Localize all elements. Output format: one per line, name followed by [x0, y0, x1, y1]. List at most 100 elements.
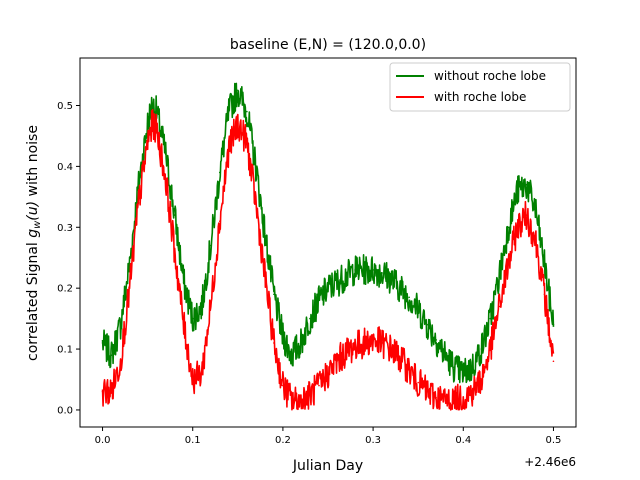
series-2-point-50: [543, 293, 546, 296]
series-1-point-32: [381, 272, 383, 274]
y-tick-label: 0.3: [57, 223, 73, 234]
x-axis-offset-label: +2.46e6: [524, 455, 576, 469]
plot-frame: [79, 57, 577, 428]
series-1-point-13: [209, 244, 212, 247]
series-line-noisy: [101, 82, 555, 384]
y-axis-title-suffix: with noise: [25, 125, 41, 201]
series-1-point-42: [471, 366, 474, 369]
y-axis-title: correlated Signal gw(u) with noise: [25, 125, 43, 361]
series-2-point-16: [237, 122, 239, 125]
series-1-point-9: [173, 214, 176, 216]
series-2-point-2: [119, 360, 122, 363]
series-2-point-0: [101, 390, 104, 393]
series-1-point-20: [273, 293, 275, 296]
series-1-point-14: [218, 171, 221, 174]
series-1-point-41: [462, 372, 465, 375]
series-2-point-18: [255, 202, 257, 204]
series-1-point-10: [182, 281, 185, 283]
series-1-point-36: [417, 308, 419, 311]
series-2-point-33: [390, 348, 392, 350]
series-1-point-50: [543, 263, 546, 265]
y-axis-title-math-g: g: [25, 229, 41, 238]
series-2-point-17: [246, 141, 248, 143]
series-1-point-25: [318, 299, 320, 302]
y-tick-label: 0.4: [57, 162, 73, 173]
series-2-point-14: [218, 220, 221, 222]
series-1-point-47: [516, 189, 519, 192]
series-2-point-41: [462, 396, 465, 399]
series-2-point-25: [318, 384, 320, 387]
series-1-point-40: [453, 366, 456, 369]
series-2-point-13: [209, 305, 212, 308]
series-1-point-48: [525, 183, 528, 186]
y-tick-label: 0.2: [57, 284, 73, 295]
series-2-point-21: [282, 384, 284, 387]
series-1-point-35: [408, 296, 410, 299]
series-2: [101, 108, 555, 411]
series-2-point-12: [200, 372, 203, 375]
y-tick-label: 0.0: [57, 405, 73, 416]
series-2-point-36: [417, 381, 419, 384]
series-1-point-31: [372, 269, 374, 271]
series-2-point-7: [155, 129, 158, 131]
x-tick-label: 0.3: [365, 435, 381, 446]
series-2-point-26: [327, 372, 329, 375]
series-2-point-3: [128, 287, 131, 289]
series-2-point-51: [552, 360, 555, 363]
x-tick-label: 0.1: [185, 435, 201, 446]
series-2-point-42: [471, 390, 474, 393]
series-1-point-17: [246, 110, 248, 113]
series-1-point-1: [110, 354, 113, 356]
legend-label: with roche lobe: [434, 90, 526, 104]
series-1-point-43: [480, 348, 483, 350]
series-1-point-33: [390, 278, 392, 280]
series-1-point-2: [119, 323, 122, 326]
x-tick-label: 0.4: [455, 435, 471, 446]
x-axis-title: Julian Day: [292, 458, 363, 474]
series-2-point-5: [146, 141, 149, 143]
series-2-point-37: [426, 390, 429, 393]
series-2-point-19: [264, 275, 266, 277]
series-2-point-46: [507, 263, 510, 265]
series-1-point-11: [191, 317, 194, 320]
x-tick-label: 0.2: [275, 435, 291, 446]
x-axis: 0.0 0.1 0.2 0.3 0.4 0.5: [95, 427, 562, 446]
series-2-point-1: [110, 390, 113, 393]
series-1-point-21: [282, 336, 284, 338]
series-1-point-8: [164, 153, 167, 156]
legend: without roche lobe with roche lobe: [389, 62, 571, 112]
series-2-point-22: [291, 400, 293, 402]
series-1: [101, 82, 555, 384]
series-2-point-6: [151, 122, 153, 125]
series-2-point-38: [435, 396, 438, 399]
series-2-point-30: [363, 342, 365, 344]
series-2-point-8: [164, 177, 167, 180]
series-2-point-34: [399, 357, 401, 359]
series-1-point-24: [309, 317, 311, 320]
series-1-point-39: [444, 354, 447, 356]
series-1-point-29: [354, 269, 356, 271]
series-1-point-5: [146, 122, 149, 125]
series-1-point-38: [435, 339, 438, 341]
series-2-point-32: [381, 342, 383, 344]
series-2-point-40: [453, 400, 456, 402]
series-1-point-26: [327, 287, 329, 289]
legend-label: without roche lobe: [434, 69, 546, 83]
x-tick-label: 0.5: [546, 435, 562, 446]
series-2-point-23: [300, 400, 302, 402]
series-1-point-0: [101, 342, 104, 344]
series-2-point-44: [489, 348, 492, 350]
chart-title: baseline (E,N) = (120.0,0.0): [230, 37, 426, 53]
series-line-noisy: [101, 108, 555, 411]
series-1-point-15: [228, 110, 230, 113]
series-1-point-23: [300, 342, 302, 344]
series-2-point-10: [182, 323, 185, 326]
series-2-point-48: [525, 214, 528, 216]
series-2-point-35: [408, 369, 410, 372]
series-2-point-31: [372, 339, 374, 341]
series-2-point-43: [480, 378, 483, 381]
series-1-point-49: [534, 208, 537, 210]
series-1-point-18: [255, 165, 257, 168]
series-1-point-45: [498, 275, 501, 277]
